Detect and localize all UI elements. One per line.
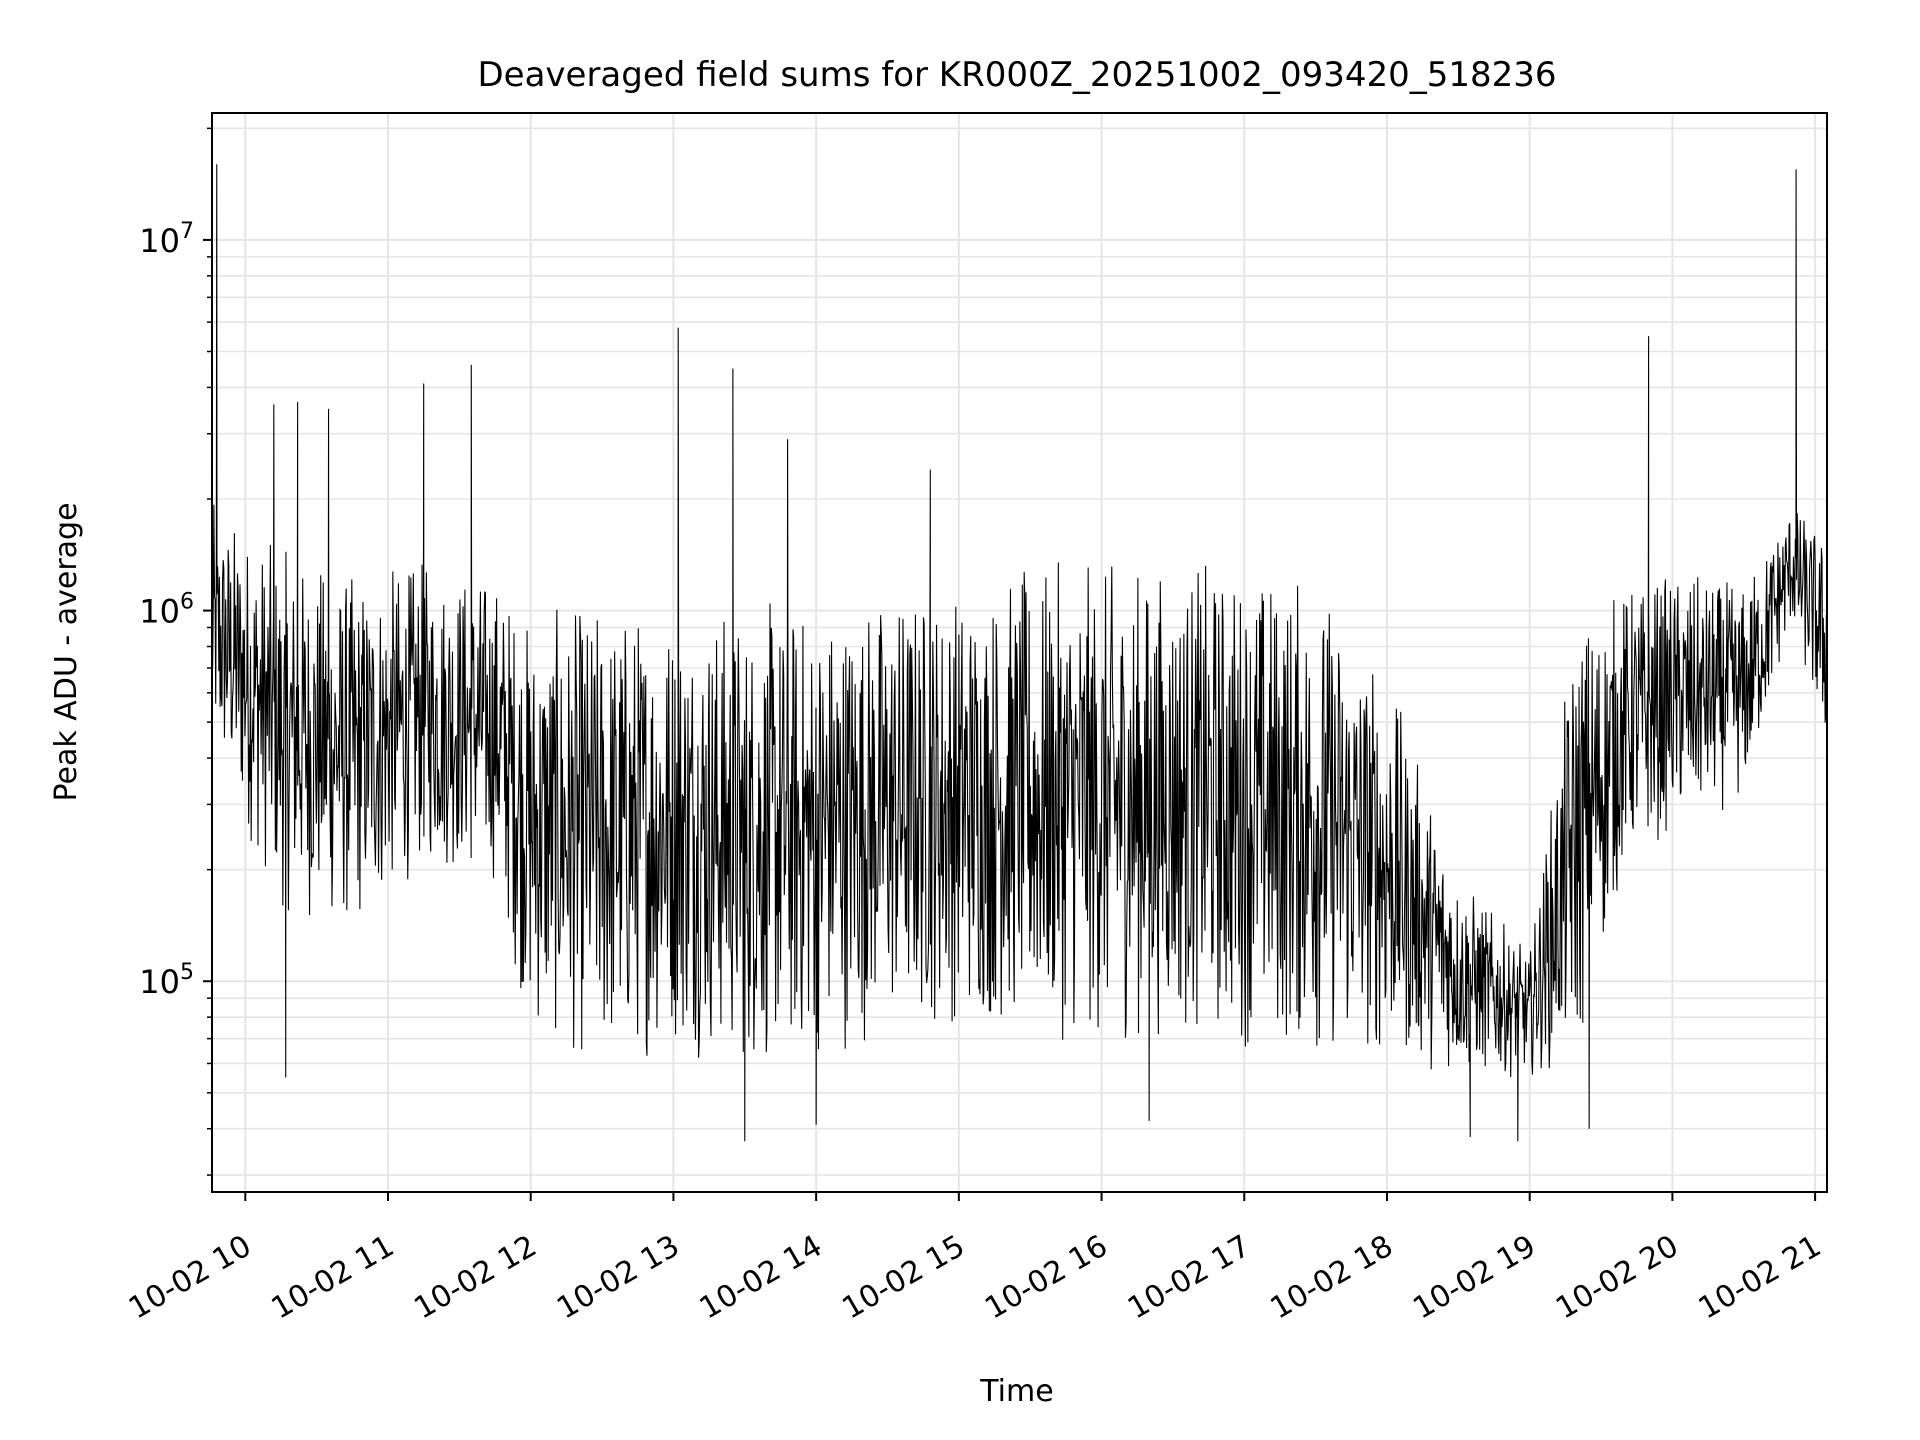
y-tick-label: 107 <box>139 219 194 260</box>
x-tick-label: 10-02 14 <box>694 1229 828 1327</box>
x-tick-label: 10-02 13 <box>551 1229 685 1327</box>
x-tick-label: 10-02 16 <box>979 1229 1113 1327</box>
x-tick-label: 10-02 19 <box>1407 1229 1541 1327</box>
y-axis: 105 106 107 <box>139 127 212 1176</box>
series-line <box>211 164 1828 1142</box>
plot-frame <box>211 112 1828 1193</box>
y-axis-label: Peak ADU - average <box>49 502 84 801</box>
x-tick-label: 10-02 11 <box>266 1229 400 1327</box>
x-tick-label: 10-02 17 <box>1122 1229 1256 1327</box>
y-tick-label: 105 <box>139 960 194 1001</box>
y-tick-label: 106 <box>139 590 194 631</box>
x-tick-label: 10-02 15 <box>837 1229 971 1327</box>
x-tick-label: 10-02 10 <box>123 1229 257 1327</box>
series-path <box>211 164 1828 1142</box>
x-axis: 10-02 10 10-02 11 10-02 12 10-02 13 10-02 14… <box>123 1192 1827 1326</box>
x-tick-label: 10-02 18 <box>1265 1229 1399 1327</box>
x-tick-label: 10-02 20 <box>1550 1229 1684 1327</box>
x-tick-label: 10-02 21 <box>1693 1229 1827 1327</box>
x-tick-label: 10-02 12 <box>408 1229 542 1327</box>
x-axis-label: Time <box>979 1374 1053 1409</box>
chart-title: Deaveraged field sums for KR000Z_2025100… <box>477 55 1556 95</box>
